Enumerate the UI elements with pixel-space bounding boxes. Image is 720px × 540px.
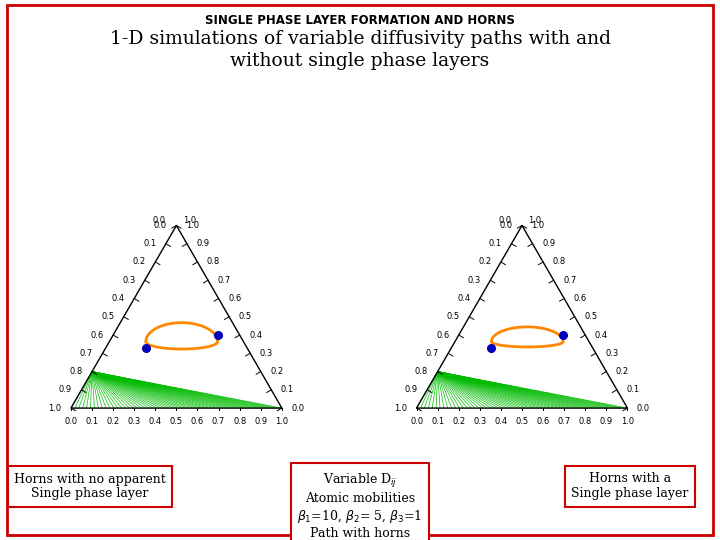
Text: 0.9: 0.9 <box>600 416 613 426</box>
Text: 0.4: 0.4 <box>112 294 125 303</box>
Text: 0.6: 0.6 <box>536 416 549 426</box>
Text: 0.9: 0.9 <box>254 416 267 426</box>
Text: 0.3: 0.3 <box>127 416 141 426</box>
Text: 1.0: 1.0 <box>528 215 541 225</box>
Text: 0.6: 0.6 <box>228 294 241 303</box>
Text: 0.3: 0.3 <box>467 276 481 285</box>
Text: 0.3: 0.3 <box>473 416 487 426</box>
Text: 0.7: 0.7 <box>563 276 577 285</box>
Text: 0.3: 0.3 <box>260 349 273 358</box>
Text: 1.0: 1.0 <box>183 215 196 225</box>
Text: 0.8: 0.8 <box>207 258 220 267</box>
Text: 0.6: 0.6 <box>436 330 449 340</box>
Text: 0.0: 0.0 <box>410 416 423 426</box>
Text: 0.1: 0.1 <box>489 239 502 248</box>
Text: 1-D simulations of variable diffusivity paths with and
without single phase laye: 1-D simulations of variable diffusivity … <box>109 30 611 70</box>
Text: 0.4: 0.4 <box>457 294 470 303</box>
Text: 0.0: 0.0 <box>500 221 513 230</box>
Text: 0.1: 0.1 <box>281 386 294 394</box>
Text: 0.1: 0.1 <box>143 239 156 248</box>
Text: 0.0: 0.0 <box>64 416 78 426</box>
Text: 0.2: 0.2 <box>107 416 120 426</box>
Text: 0.2: 0.2 <box>452 416 465 426</box>
Text: 0.5: 0.5 <box>516 416 528 426</box>
Text: 0.1: 0.1 <box>626 386 639 394</box>
Text: 0.4: 0.4 <box>495 416 508 426</box>
Text: 1.0: 1.0 <box>186 221 199 230</box>
Text: 1.0: 1.0 <box>48 403 61 413</box>
Text: 0.7: 0.7 <box>557 416 571 426</box>
Text: 0.7: 0.7 <box>212 416 225 426</box>
Text: SINGLE PHASE LAYER FORMATION AND HORNS: SINGLE PHASE LAYER FORMATION AND HORNS <box>205 14 515 26</box>
Text: 0.0: 0.0 <box>637 403 650 413</box>
Text: 0.8: 0.8 <box>415 367 428 376</box>
Text: Horns with a
Single phase layer: Horns with a Single phase layer <box>571 472 689 501</box>
Text: 0.1: 0.1 <box>431 416 444 426</box>
Text: 0.9: 0.9 <box>405 386 418 394</box>
Text: 0.0: 0.0 <box>154 221 167 230</box>
Text: 0.6: 0.6 <box>191 416 204 426</box>
Text: 0.0: 0.0 <box>292 403 305 413</box>
Text: 0.9: 0.9 <box>197 239 210 248</box>
Text: 0.0: 0.0 <box>153 215 166 225</box>
Text: 0.8: 0.8 <box>69 367 83 376</box>
Text: 0.2: 0.2 <box>270 367 284 376</box>
Text: 0.8: 0.8 <box>579 416 592 426</box>
Text: 1.0: 1.0 <box>621 416 634 426</box>
Text: 0.3: 0.3 <box>122 276 135 285</box>
Text: Horns with no apparent
Single phase layer: Horns with no apparent Single phase laye… <box>14 472 166 501</box>
Text: 0.5: 0.5 <box>446 312 460 321</box>
Text: 0.4: 0.4 <box>595 330 608 340</box>
Text: Variable D$_{ij}$
Atomic mobilities
$\beta_1$=10, $\beta_2$= 5, $\beta_3$=1
Path: Variable D$_{ij}$ Atomic mobilities $\be… <box>297 472 423 540</box>
Text: 0.0: 0.0 <box>498 215 511 225</box>
Text: 0.8: 0.8 <box>233 416 246 426</box>
Text: 0.2: 0.2 <box>616 367 629 376</box>
Text: 1.0: 1.0 <box>275 416 289 426</box>
Text: 0.6: 0.6 <box>574 294 587 303</box>
Text: 1.0: 1.0 <box>394 403 407 413</box>
Text: 0.7: 0.7 <box>80 349 93 358</box>
Text: 0.4: 0.4 <box>149 416 162 426</box>
Text: 0.4: 0.4 <box>249 330 262 340</box>
Text: 0.3: 0.3 <box>606 349 618 358</box>
Text: 0.7: 0.7 <box>217 276 231 285</box>
Text: 0.5: 0.5 <box>101 312 114 321</box>
Text: 0.5: 0.5 <box>584 312 598 321</box>
Text: 0.1: 0.1 <box>86 416 99 426</box>
Text: 0.2: 0.2 <box>132 258 146 267</box>
Text: 0.2: 0.2 <box>478 258 492 267</box>
Text: 0.7: 0.7 <box>426 349 438 358</box>
Text: 0.5: 0.5 <box>170 416 183 426</box>
Text: 0.6: 0.6 <box>91 330 104 340</box>
Text: 0.5: 0.5 <box>238 312 252 321</box>
Text: 0.9: 0.9 <box>542 239 555 248</box>
Text: 0.8: 0.8 <box>552 258 566 267</box>
Text: 1.0: 1.0 <box>531 221 544 230</box>
Text: 0.9: 0.9 <box>59 386 72 394</box>
